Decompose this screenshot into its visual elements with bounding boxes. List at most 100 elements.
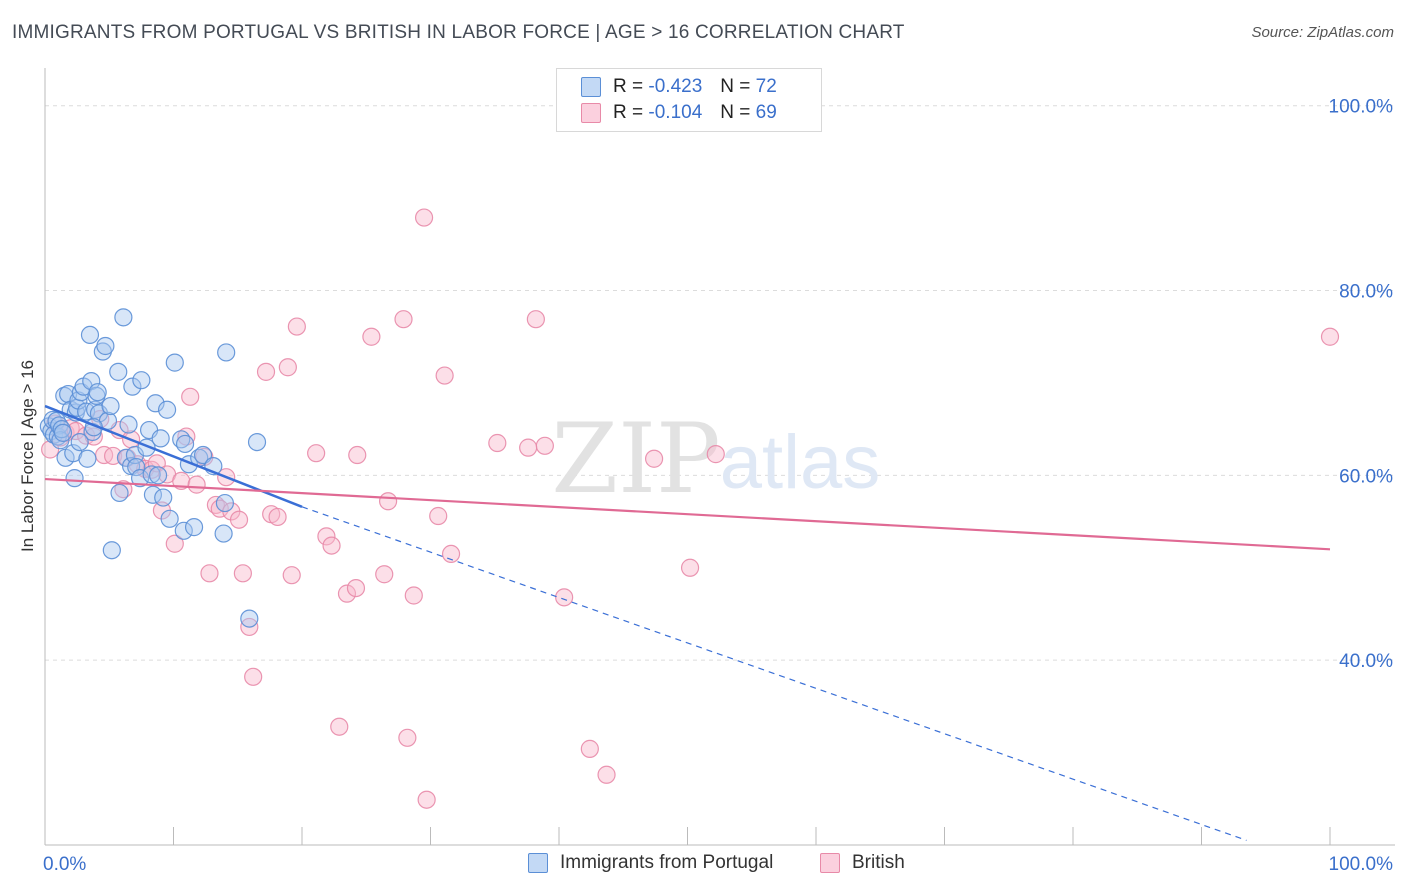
point-portugal xyxy=(109,362,128,381)
y-tick-label: 40.0% xyxy=(1339,651,1393,672)
watermark-atlas: atlas xyxy=(720,420,881,505)
bottom-swatch-pink xyxy=(820,853,840,873)
point-british xyxy=(330,717,349,736)
point-british xyxy=(441,544,461,564)
point-portugal xyxy=(193,445,213,465)
point-portugal xyxy=(160,509,179,528)
point-portugal xyxy=(214,524,233,543)
point-british xyxy=(307,444,326,463)
point-british xyxy=(278,358,297,377)
point-portugal xyxy=(143,485,163,504)
point-portugal xyxy=(127,457,146,477)
legend-r-value: -0.423 xyxy=(648,76,703,97)
point-british xyxy=(375,565,394,584)
point-british xyxy=(177,427,196,446)
point-portugal xyxy=(217,343,236,362)
chart-title: IMMIGRANTS FROM PORTUGAL VS BRITISH IN L… xyxy=(12,22,905,43)
point-portugal xyxy=(119,415,138,434)
point-portugal xyxy=(148,466,168,485)
point-british xyxy=(229,510,249,529)
point-portugal xyxy=(65,469,84,488)
point-british xyxy=(404,586,423,605)
point-portugal xyxy=(154,488,173,507)
point-british xyxy=(429,506,448,526)
point-british xyxy=(322,536,341,555)
point-portugal xyxy=(96,336,115,356)
y-tick-label: 60.0% xyxy=(1339,466,1393,487)
point-british xyxy=(282,566,301,585)
point-british xyxy=(337,584,357,603)
tick-labels: 100.0% 80.0% 60.0% 40.0% 0.0% 100.0% xyxy=(43,97,1393,875)
bottom-legend-label: Immigrants from Portugal xyxy=(560,852,774,873)
legend-row-portugal: R = -0.423 N = 72 xyxy=(581,75,777,99)
point-portugal xyxy=(240,609,259,628)
y-axis-label: In Labor Force | Age > 16 xyxy=(18,359,37,553)
point-portugal xyxy=(215,493,234,513)
bottom-swatch-blue xyxy=(528,853,548,873)
x-tick-label: 100.0% xyxy=(1329,854,1394,875)
point-portugal xyxy=(132,371,151,390)
point-portugal xyxy=(157,400,177,419)
point-british xyxy=(526,310,545,329)
point-british xyxy=(680,558,700,577)
point-british xyxy=(187,475,206,494)
y-tick-label: 80.0% xyxy=(1339,282,1393,303)
point-british xyxy=(417,790,436,809)
point-british xyxy=(348,445,367,465)
data-points xyxy=(39,208,1340,809)
point-portugal xyxy=(174,521,193,540)
point-british xyxy=(256,362,276,381)
bottom-legend-british: British xyxy=(820,852,905,874)
point-british xyxy=(233,564,252,583)
point-british xyxy=(172,471,191,491)
point-british xyxy=(580,739,599,758)
point-british xyxy=(200,564,219,583)
point-portugal xyxy=(114,308,133,327)
point-portugal xyxy=(247,432,267,452)
trend-line-portugal-projection xyxy=(301,506,1247,841)
point-british xyxy=(488,433,507,453)
point-british xyxy=(244,667,263,686)
point-portugal xyxy=(78,449,97,468)
bottom-legend-portugal: Immigrants from Portugal xyxy=(528,852,773,874)
point-british xyxy=(644,449,664,468)
point-british xyxy=(317,527,336,546)
legend-swatch-blue xyxy=(581,77,601,97)
point-portugal xyxy=(175,434,195,454)
x-tick-label: 0.0% xyxy=(43,854,86,875)
point-british xyxy=(165,534,184,553)
point-british xyxy=(706,445,725,464)
legend-row-british: R = -0.104 N = 69 xyxy=(581,101,777,125)
legend-n-label: N = xyxy=(720,76,751,97)
y-tick-label: 100.0% xyxy=(1329,97,1394,118)
point-british xyxy=(346,579,366,598)
point-portugal xyxy=(184,518,204,537)
point-british xyxy=(519,438,538,457)
trend-lines xyxy=(44,404,1331,841)
point-british xyxy=(414,208,434,227)
point-british xyxy=(435,366,454,385)
legend-n-label: N = xyxy=(720,102,751,123)
point-british xyxy=(597,765,616,784)
watermark-zip: ZIP xyxy=(551,403,720,515)
point-british xyxy=(378,492,398,511)
point-portugal xyxy=(70,432,89,452)
point-british xyxy=(362,327,381,346)
point-portugal xyxy=(88,383,107,402)
legend-r-label: R = xyxy=(613,76,644,97)
point-portugal xyxy=(53,423,73,442)
bottom-legend-label: British xyxy=(852,852,905,873)
legend: R = -0.423 N = 72 R = -0.104 N = 69 xyxy=(556,68,822,132)
point-british xyxy=(1320,327,1340,346)
point-portugal xyxy=(123,377,142,396)
point-british xyxy=(268,507,287,527)
point-british xyxy=(210,499,229,518)
point-portugal xyxy=(151,429,170,448)
point-british xyxy=(398,728,417,747)
point-british xyxy=(394,310,413,329)
point-portugal xyxy=(101,396,120,416)
legend-n-value: 69 xyxy=(755,102,777,123)
point-portugal xyxy=(80,325,100,344)
point-portugal xyxy=(146,394,165,413)
